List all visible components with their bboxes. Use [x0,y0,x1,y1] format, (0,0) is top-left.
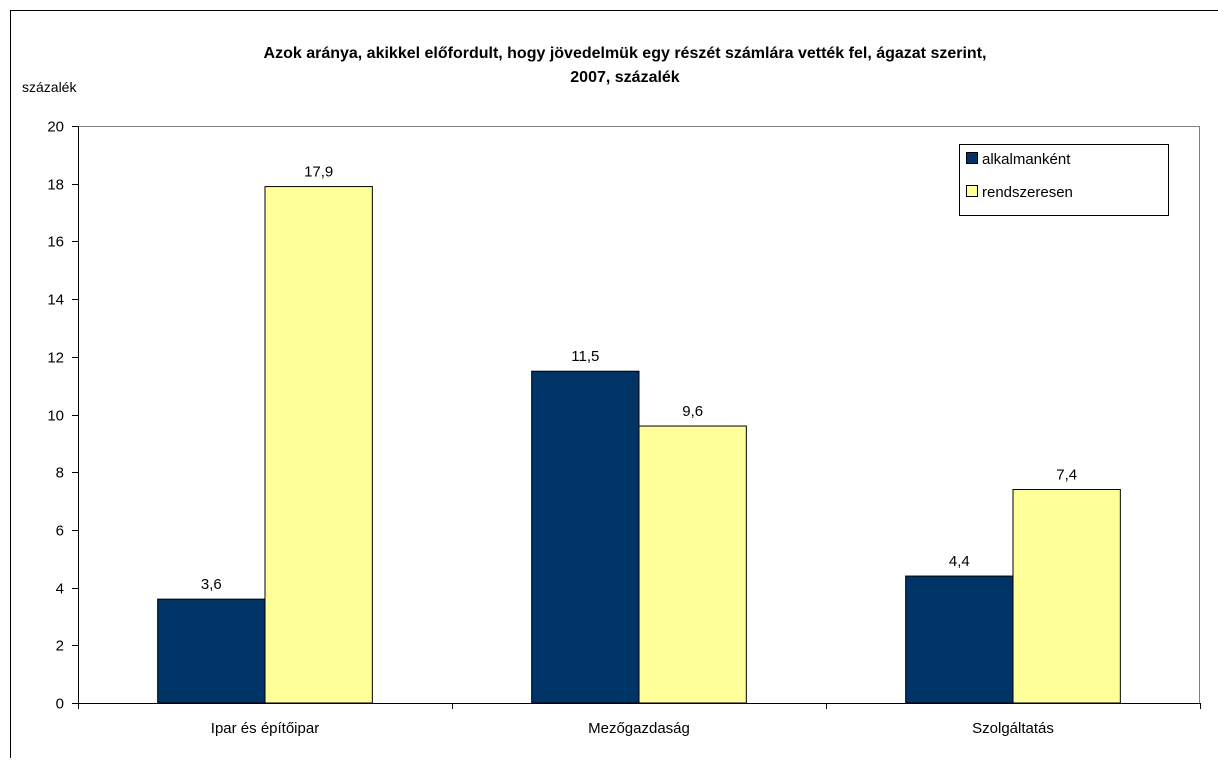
y-tick-label: 6 [56,523,64,540]
y-tick-label: 2 [56,638,64,655]
bar [158,599,265,703]
data-label: 17,9 [304,164,333,181]
x-category-label: Mezőgazdaság [588,720,690,737]
chart-title-line-1: Azok aránya, akikkel előfordult, hogy jö… [264,45,987,62]
legend-entry-label: rendszeresen [982,184,1073,201]
legend-swatch [967,186,978,197]
y-tick-label: 18 [47,177,64,194]
y-tick-label: 4 [56,581,64,598]
data-label: 3,6 [201,576,222,593]
legend-entry-label: alkalmanként [982,151,1071,168]
bar [265,187,372,703]
legend: alkalmanként rendszeresen [960,145,1169,216]
x-category-label: Szolgáltatás [972,720,1054,737]
bar [906,576,1013,703]
data-label: 4,4 [949,553,970,570]
data-label: 7,4 [1056,467,1077,484]
chart-title-line-2: 2007, százalék [570,69,680,86]
y-tick-label: 8 [56,465,64,482]
bar [532,371,639,703]
x-category-label: Ipar és építőipar [211,720,319,737]
bar [639,426,746,703]
y-tick-label: 0 [56,696,64,713]
y-axis-unit-label: százalék [22,79,77,95]
data-label: 9,6 [682,403,703,420]
legend-swatch [967,153,978,164]
y-tick-label: 16 [47,234,64,251]
y-tick-label: 12 [47,350,64,367]
data-label: 11,5 [571,348,599,365]
y-tick-label: 10 [47,408,64,425]
bar [1013,490,1120,703]
y-tick-label: 14 [47,292,64,309]
y-tick-label: 20 [47,119,64,136]
